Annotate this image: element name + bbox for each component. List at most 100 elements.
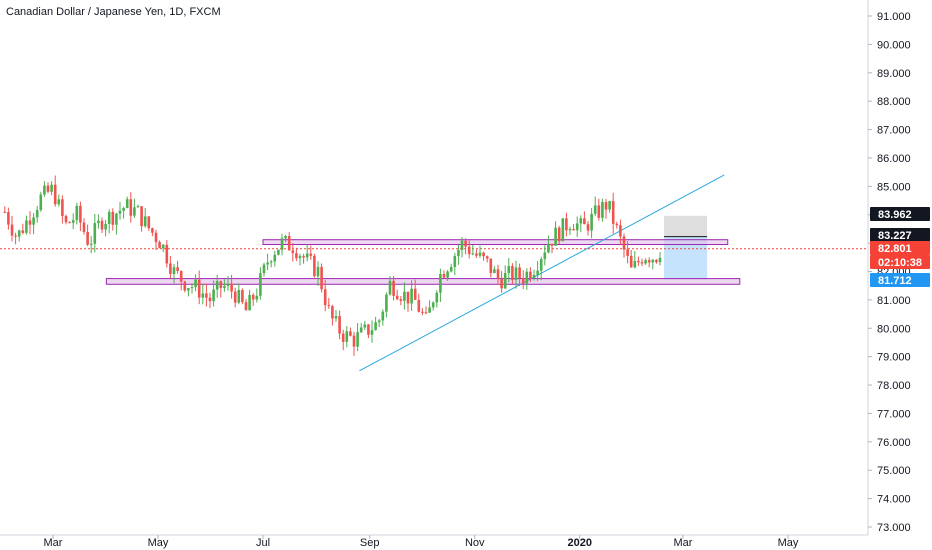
- price-tick-label: 81.000: [877, 295, 911, 307]
- candle-body: [532, 274, 536, 279]
- candle-body: [557, 227, 561, 242]
- price-tick-label: 76.000: [877, 437, 911, 449]
- candle-body: [89, 243, 93, 245]
- candle-body: [140, 206, 143, 227]
- candle-body: [622, 236, 626, 250]
- candle-body: [158, 242, 161, 249]
- candle-body: [230, 283, 233, 292]
- candle-body: [334, 316, 338, 319]
- candle-body: [601, 202, 604, 218]
- candle-body: [647, 260, 651, 263]
- candle-body: [25, 220, 28, 233]
- candle-body: [64, 215, 68, 223]
- candle-body: [464, 240, 467, 247]
- candle-body: [277, 249, 280, 255]
- candle-body: [489, 258, 493, 273]
- candle-body: [7, 212, 10, 225]
- candle-body: [561, 218, 565, 242]
- candle-body: [435, 292, 439, 303]
- candle-body: [223, 285, 226, 288]
- candle-body: [75, 205, 79, 221]
- time-tick-label: May: [778, 537, 799, 549]
- candle-body: [255, 295, 259, 300]
- price-tick-label: 78.000: [877, 380, 911, 392]
- candle-body: [428, 307, 431, 313]
- candle-body: [10, 224, 14, 236]
- candle-body: [507, 266, 511, 274]
- candle-body: [122, 208, 125, 211]
- candle-body: [640, 262, 644, 264]
- candle-body: [284, 236, 287, 239]
- candle-body: [565, 218, 568, 231]
- candle-body: [161, 244, 165, 249]
- candle-body: [539, 259, 543, 271]
- candle-body: [28, 220, 32, 225]
- candle-body: [169, 263, 172, 274]
- price-tag-label: 83.227: [878, 230, 912, 242]
- candle-body: [151, 228, 154, 233]
- candle-body: [467, 246, 471, 255]
- time-tick-label: Jul: [256, 537, 270, 549]
- candle-body: [651, 259, 655, 263]
- candle-body: [521, 278, 525, 284]
- candle-body: [385, 294, 388, 312]
- candle-body: [241, 289, 244, 303]
- candle-body: [93, 223, 97, 244]
- candle-body: [295, 253, 298, 259]
- candle-body: [107, 211, 111, 224]
- candle-body: [172, 267, 176, 274]
- candle-body: [421, 311, 424, 313]
- candle-body: [514, 267, 518, 281]
- candle-body: [359, 327, 363, 333]
- price-tag: [870, 241, 930, 255]
- price-tick-label: 90.000: [877, 39, 911, 51]
- candle-body: [442, 273, 446, 278]
- price-tick-label: 75.000: [877, 465, 911, 477]
- candle-body: [309, 253, 313, 256]
- chart-title: Canadian Dollar / Japanese Yen, 1D, FXCM: [6, 6, 221, 18]
- candle-body: [136, 206, 140, 208]
- candle-body: [331, 306, 334, 319]
- candle-body: [219, 281, 223, 288]
- candle-body: [327, 305, 331, 307]
- candle-body: [356, 332, 359, 347]
- candle-body: [287, 236, 291, 251]
- candle-body: [111, 211, 115, 225]
- price-tick-label: 89.000: [877, 68, 911, 80]
- price-tick-label: 87.000: [877, 125, 911, 137]
- candle-body: [21, 230, 25, 233]
- candle-body: [39, 194, 43, 211]
- candle-body: [298, 256, 302, 259]
- candle-body: [208, 297, 212, 302]
- time-tick-label: 2020: [567, 537, 591, 549]
- price-tag-label: 83.962: [878, 209, 912, 221]
- candle-body: [352, 335, 356, 347]
- candle-body: [413, 288, 417, 300]
- candle-body: [61, 199, 64, 216]
- candle-body: [97, 220, 100, 224]
- candle-body: [320, 266, 323, 290]
- candle-body: [57, 199, 61, 205]
- candle-body: [453, 255, 457, 268]
- candle-body: [338, 316, 341, 334]
- candle-body: [485, 256, 489, 259]
- price-tag-label: 81.712: [878, 275, 912, 287]
- candle-body: [3, 211, 7, 213]
- price-tag-label: 02:10:38: [878, 257, 922, 269]
- candle-body: [471, 253, 475, 255]
- candle-body: [608, 201, 611, 210]
- candle-body: [629, 255, 633, 268]
- candle-body: [363, 324, 367, 328]
- candle-body: [460, 240, 464, 250]
- candle-body: [302, 256, 305, 258]
- candle-body: [575, 223, 579, 231]
- price-tick-label: 80.000: [877, 323, 911, 335]
- candle-body: [633, 260, 637, 268]
- price-tag: [870, 273, 930, 287]
- price-tag: [870, 228, 930, 242]
- price-tick-label: 74.000: [877, 494, 911, 506]
- candle-body: [82, 222, 86, 232]
- price-tick-label: 73.000: [877, 522, 911, 534]
- trendline: [359, 174, 725, 372]
